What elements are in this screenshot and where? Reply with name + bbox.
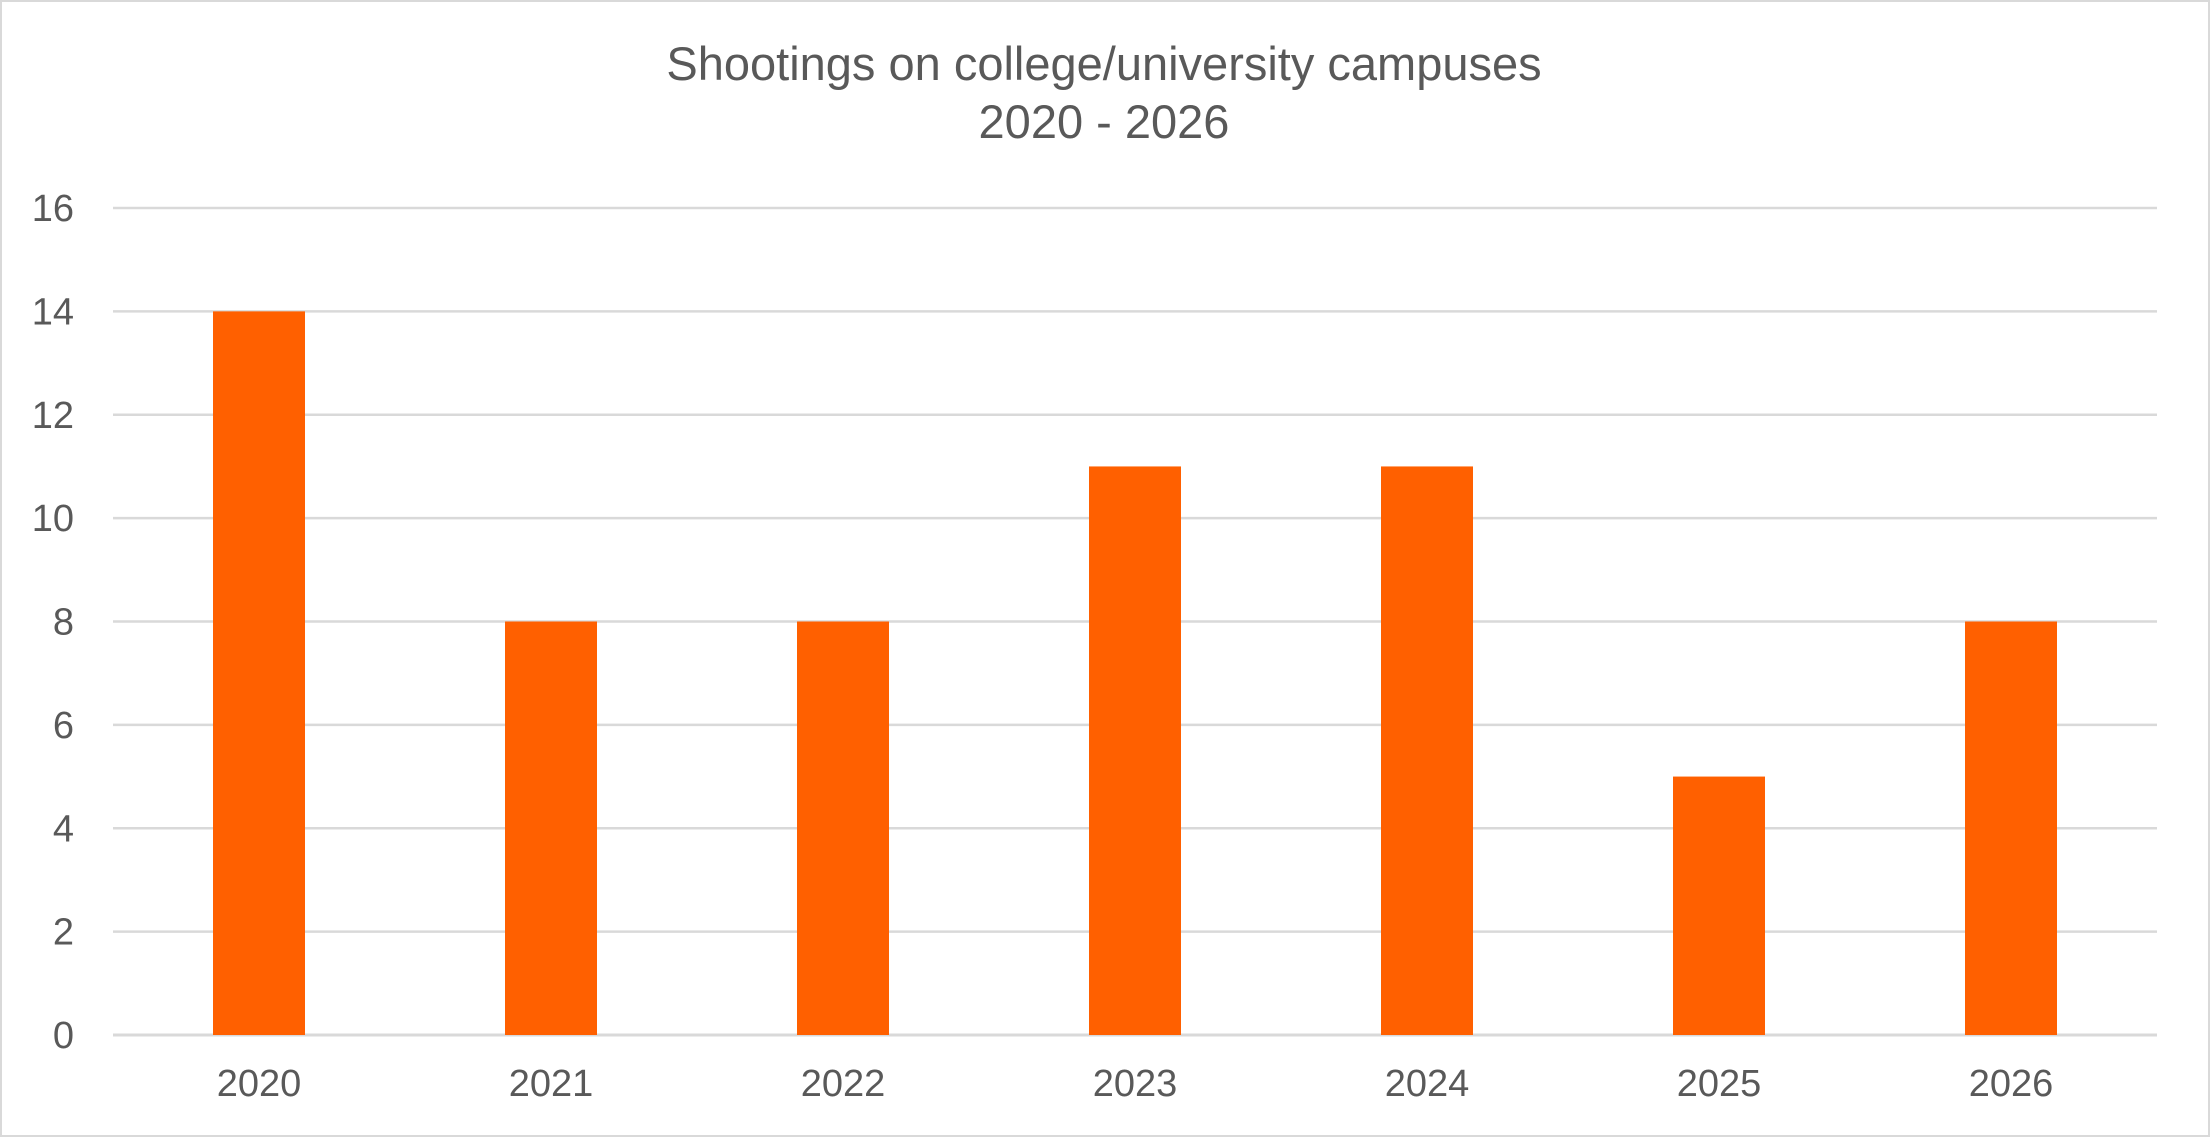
bar-2024 bbox=[1381, 466, 1473, 1035]
x-tick-label: 2020 bbox=[217, 1063, 302, 1105]
bars bbox=[213, 311, 2057, 1035]
y-tick-label: 6 bbox=[53, 705, 74, 747]
bar-2026 bbox=[1965, 621, 2057, 1035]
bar-2025 bbox=[1673, 776, 1765, 1035]
y-axis-tick-labels: 0 2 4 6 8 10 12 14 16 bbox=[32, 188, 74, 1057]
x-tick-label: 2023 bbox=[1093, 1063, 1178, 1105]
x-tick-label: 2025 bbox=[1677, 1063, 1762, 1105]
y-tick-label: 8 bbox=[53, 602, 74, 644]
bar-2023 bbox=[1089, 466, 1181, 1035]
bar-2020 bbox=[213, 311, 305, 1035]
x-tick-label: 2026 bbox=[1969, 1063, 2054, 1105]
bar-2022 bbox=[797, 621, 889, 1035]
y-tick-label: 12 bbox=[32, 395, 74, 437]
x-tick-label: 2021 bbox=[509, 1063, 594, 1105]
y-tick-label: 10 bbox=[32, 498, 74, 540]
chart-title-line-1: Shootings on college/university campuses bbox=[666, 37, 1541, 90]
y-tick-label: 16 bbox=[32, 188, 74, 230]
x-tick-label: 2024 bbox=[1385, 1063, 1470, 1105]
y-tick-label: 14 bbox=[32, 291, 74, 333]
x-axis-tick-labels: 2020 2021 2022 2023 2024 2025 2026 bbox=[217, 1063, 2054, 1105]
chart-title-line-2: 2020 - 2026 bbox=[979, 95, 1230, 148]
y-tick-label: 4 bbox=[53, 808, 74, 850]
x-tick-label: 2022 bbox=[801, 1063, 886, 1105]
y-tick-label: 0 bbox=[53, 1015, 74, 1057]
bar-2021 bbox=[505, 621, 597, 1035]
y-tick-label: 2 bbox=[53, 912, 74, 954]
